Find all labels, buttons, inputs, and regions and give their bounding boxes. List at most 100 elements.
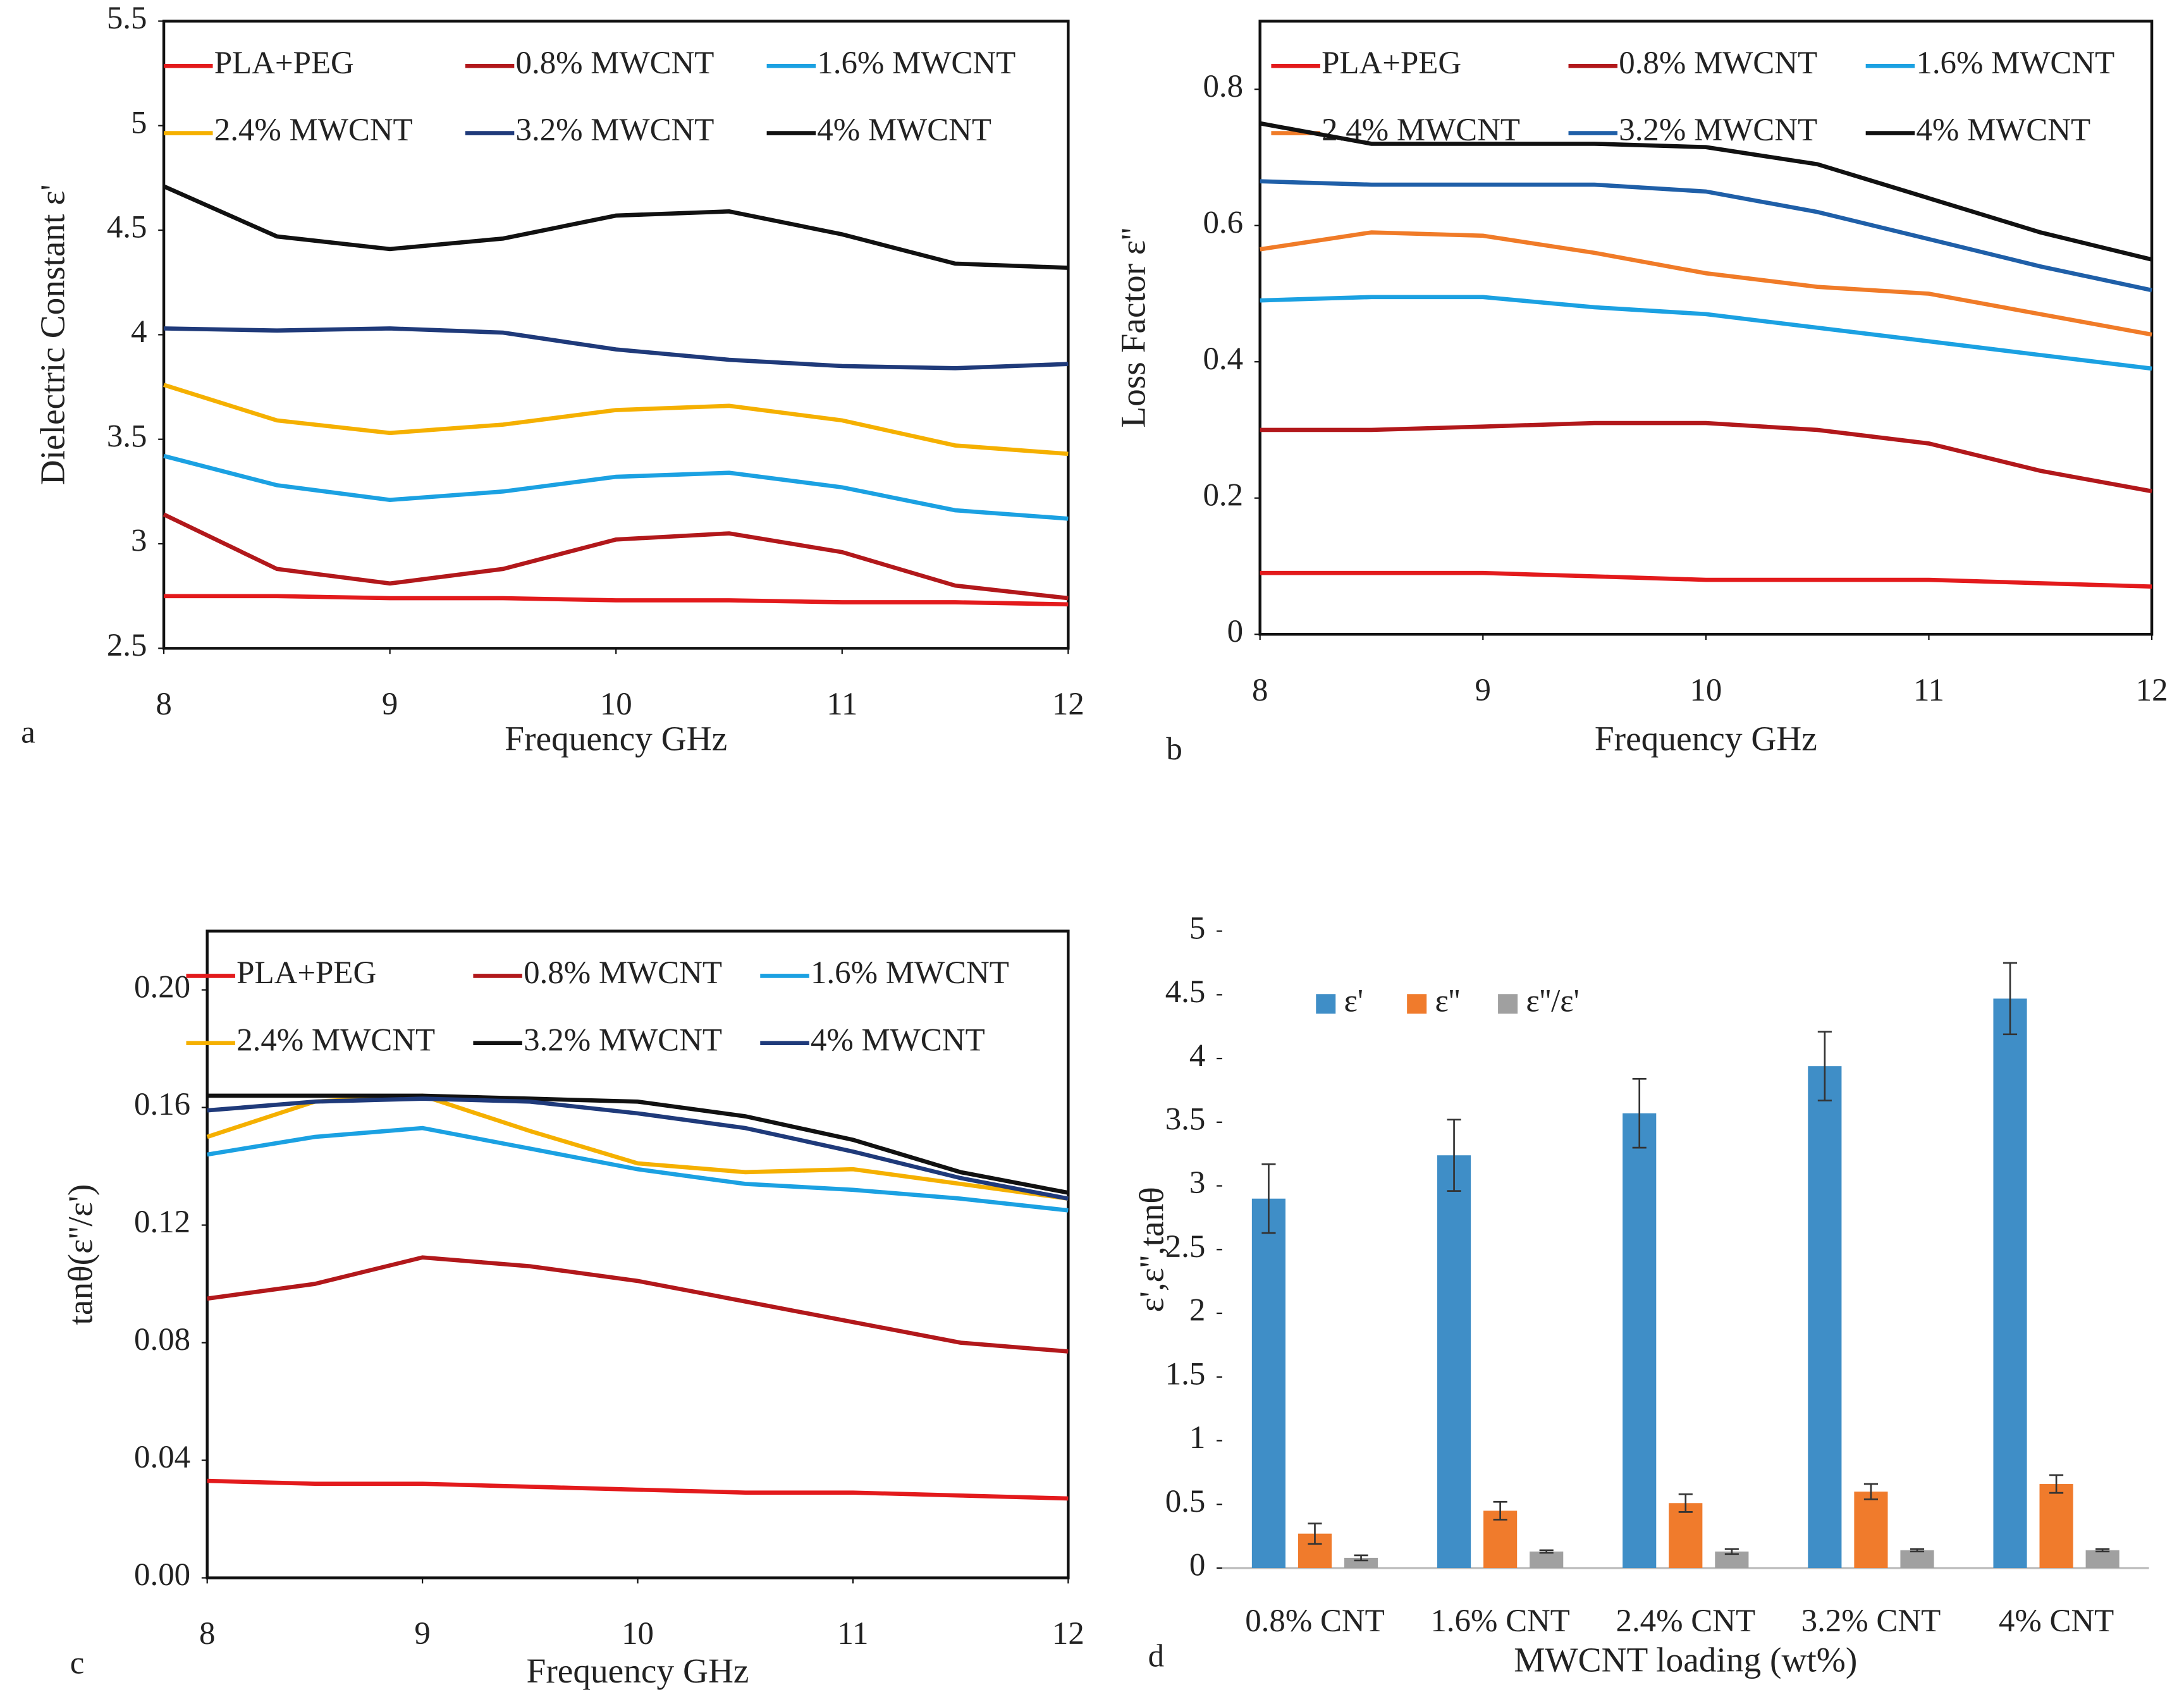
x-tick-label: 8 [199,1616,215,1652]
error-bar [1354,1554,1368,1562]
x-tick-label: 12 [1052,687,1084,722]
error-bar [1447,1119,1461,1192]
y-tick-label: 4 [131,314,147,350]
legend-label: PLA+PEG [236,955,376,991]
legend-label: ε' [1344,983,1364,1019]
bar [1344,1557,1378,1569]
x-tick-label: 9 [1475,673,1491,708]
y-tick-label: 0.5 [1165,1484,1206,1519]
error-bar [2003,962,2018,1036]
bar [2039,1484,2073,1569]
legend-label: 1.6% MWCNT [1916,46,2114,81]
y-tick-label: 4.5 [107,210,147,245]
x-tick-label: 9 [414,1616,430,1652]
y-tick-label: 4.5 [1165,974,1206,1010]
y-tick-label: 4 [1189,1038,1205,1074]
legend-label: 3.2% MWCNT [516,113,715,148]
error-bar [1724,1548,1739,1555]
x-tick-label: 9 [382,687,398,722]
series-line [1260,230,2152,337]
bar [1669,1503,1703,1569]
error-bar [2049,1474,2064,1494]
x-tick-label: 4% CNT [1999,1603,2114,1639]
legend-label: ε''/ε' [1526,983,1579,1019]
x-tick-label: 8 [1252,673,1268,708]
panel-label: d [1148,1639,1164,1674]
y-tick-label: 0 [1227,614,1243,649]
x-axis-title: Frequency GHz [505,719,727,757]
y-tick-label: 0.2 [1203,477,1243,513]
bar [1530,1551,1564,1569]
legend-label: 3.2% MWCNT [524,1022,722,1058]
series-line [164,594,1069,607]
series-line [1260,295,2152,371]
legend-label: 3.2% MWCNT [1619,113,1817,148]
x-tick-label: 10 [1690,673,1722,708]
y-tick-label: 0 [1189,1548,1205,1583]
error-bar [1863,1483,1878,1500]
y-tick-label: 0.04 [134,1440,190,1475]
y-tick-label: 2.5 [107,628,147,663]
y-axis-title: ε',ε'',tanθ [1132,1187,1170,1312]
legend-label: 1.6% MWCNT [817,46,1015,81]
series-line [207,1093,1069,1195]
panel-label: a [21,714,35,750]
x-tick-label: 0.8% CNT [1245,1603,1385,1639]
legend-label: PLA+PEG [214,46,354,81]
x-tick-label: 2.4% CNT [1616,1603,1755,1639]
legend-label: 0.8% MWCNT [516,46,715,81]
y-tick-label: 5.5 [107,1,147,36]
legend-label: PLA+PEG [1322,46,1461,81]
y-tick-label: 0.00 [134,1557,190,1593]
error-bar [1308,1523,1322,1545]
x-tick-label: 8 [156,687,171,722]
legend-label: 4% MWCNT [1916,113,2090,148]
y-tick-label: 3 [131,524,147,559]
x-axis-title: Frequency GHz [1595,719,1817,757]
y-tick-label: 5 [1189,910,1205,946]
x-tick-label: 12 [1052,1616,1084,1652]
bar [1808,1066,1842,1569]
x-tick-label: 10 [600,687,632,722]
legend-swatch [1316,994,1336,1014]
y-tick-label: 1 [1189,1420,1205,1456]
series-line [1260,420,2152,494]
x-tick-label: 3.2% CNT [1801,1603,1941,1639]
series-line [163,512,1069,601]
legend-label: 2.4% MWCNT [236,1022,435,1058]
error-bar [1539,1549,1554,1554]
y-tick-label: 0.6 [1203,205,1243,240]
series-line [163,326,1069,371]
series-line [163,383,1069,457]
error-bar [1817,1031,1832,1101]
bar [1251,1198,1285,1569]
series-line [207,1096,1069,1201]
legend-swatch [1498,994,1518,1014]
x-tick-label: 10 [622,1616,654,1652]
legend-label: 0.8% MWCNT [1619,46,1817,81]
series-line [1260,570,2152,589]
x-tick-label: 11 [1913,673,1944,708]
series-line [163,184,1069,270]
x-axis-title: Frequency GHz [527,1652,749,1690]
series-line [206,1093,1069,1201]
legend-label: 4% MWCNT [811,1022,985,1058]
y-tick-label: 2.5 [1165,1229,1206,1265]
y-tick-label: 2 [1189,1293,1205,1328]
legend-label: 4% MWCNT [817,113,991,148]
legend-label: 2.4% MWCNT [214,113,413,148]
x-tick-label: 11 [826,687,857,722]
y-tick-label: 3.5 [1165,1102,1206,1137]
y-tick-label: 0.08 [134,1322,190,1358]
y-axis-title: Loss Factor ε'' [1114,228,1153,428]
y-tick-label: 3 [1189,1165,1205,1201]
panel-label: b [1166,732,1182,767]
series-line [207,1478,1069,1501]
bar [1623,1113,1657,1569]
panel-label: c [70,1646,85,1681]
y-tick-label: 1.5 [1165,1356,1206,1392]
error-bar [1678,1493,1693,1513]
y-axis-title: Dielectric Constant ε' [33,184,71,485]
x-axis-title: MWCNT loading (wt%) [1514,1640,1857,1679]
bar [1437,1155,1471,1569]
